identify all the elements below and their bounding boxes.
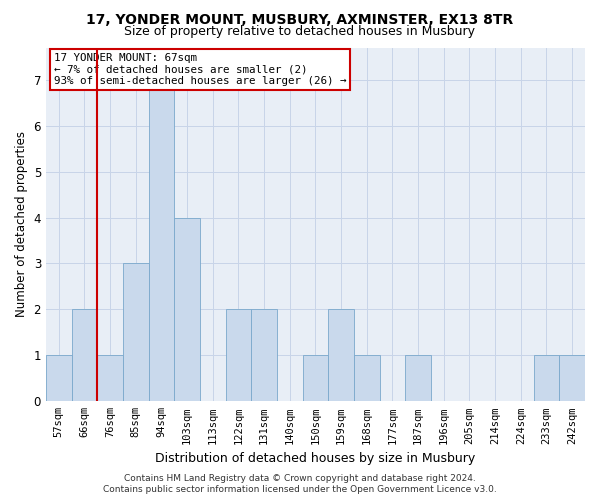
Bar [46, 356, 71, 402]
Bar [149, 80, 174, 402]
Bar [406, 356, 431, 402]
Bar [97, 356, 123, 402]
Bar [328, 310, 354, 402]
Bar [533, 356, 559, 402]
Bar [251, 310, 277, 402]
Text: Contains HM Land Registry data © Crown copyright and database right 2024.
Contai: Contains HM Land Registry data © Crown c… [103, 474, 497, 494]
Bar [354, 356, 380, 402]
Text: Size of property relative to detached houses in Musbury: Size of property relative to detached ho… [125, 25, 476, 38]
Bar [559, 356, 585, 402]
X-axis label: Distribution of detached houses by size in Musbury: Distribution of detached houses by size … [155, 452, 476, 465]
Text: 17, YONDER MOUNT, MUSBURY, AXMINSTER, EX13 8TR: 17, YONDER MOUNT, MUSBURY, AXMINSTER, EX… [86, 12, 514, 26]
Text: 17 YONDER MOUNT: 67sqm
← 7% of detached houses are smaller (2)
93% of semi-detac: 17 YONDER MOUNT: 67sqm ← 7% of detached … [54, 53, 347, 86]
Bar [71, 310, 97, 402]
Bar [174, 218, 200, 402]
Bar [226, 310, 251, 402]
Bar [123, 264, 149, 402]
Bar [302, 356, 328, 402]
Y-axis label: Number of detached properties: Number of detached properties [15, 132, 28, 318]
